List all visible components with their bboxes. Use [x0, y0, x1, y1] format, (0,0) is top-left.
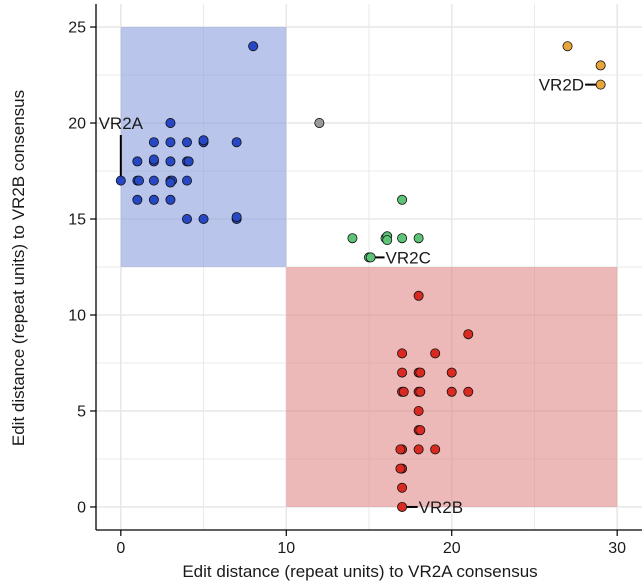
region-rectangles: [120, 27, 618, 507]
x-tick-label: 20: [443, 540, 461, 557]
x-tick-label: 10: [277, 540, 295, 557]
data-point: [413, 405, 424, 416]
data-point: [413, 290, 424, 301]
data-point: [165, 194, 176, 205]
annotation-label: VR2B: [419, 498, 463, 517]
data-point: [134, 175, 145, 186]
data-point: [181, 214, 192, 225]
data-point: [165, 177, 176, 188]
data-point: [413, 233, 424, 244]
annotation-label: VR2A: [99, 114, 144, 133]
data-point: [397, 194, 408, 205]
data-point: [148, 154, 159, 165]
axes: 0 10 20 30 0 5 10 15 20 25: [68, 4, 642, 557]
data-point: [248, 41, 259, 52]
data-point: [231, 137, 242, 148]
data-point: [397, 348, 408, 359]
x-tick-label: 30: [608, 540, 626, 557]
data-point: [365, 252, 376, 263]
data-point: [562, 41, 573, 52]
data-point: [463, 386, 474, 397]
data-point: [398, 386, 409, 397]
data-point: [183, 156, 194, 167]
x-axis-title: Edit distance (repeat units) to VR2A con…: [182, 562, 537, 581]
y-tick-label: 10: [68, 307, 86, 324]
data-point: [198, 214, 209, 225]
data-point: [347, 233, 358, 244]
data-point: [430, 444, 441, 455]
data-point: [595, 60, 606, 71]
data-point: [231, 212, 242, 223]
data-point: [132, 156, 143, 167]
data-point: [181, 175, 192, 186]
data-point: [415, 386, 426, 397]
data-point: [463, 329, 474, 340]
data-point: [446, 367, 457, 378]
data-point: [115, 175, 126, 186]
data-point: [395, 463, 406, 474]
data-point: [165, 156, 176, 167]
data-point: [397, 233, 408, 244]
data-point: [415, 367, 426, 378]
data-point: [132, 194, 143, 205]
data-point: [415, 425, 426, 436]
data-point: [430, 348, 441, 359]
data-point: [148, 194, 159, 205]
data-point: [382, 235, 393, 246]
data-point: [314, 118, 325, 129]
data-point: [413, 444, 424, 455]
annotation-label: VR2D: [539, 76, 584, 95]
y-axis-title: Edit distance (repeat units) to VR2B con…: [9, 90, 28, 446]
x-tick-label: 0: [116, 540, 125, 557]
data-point: [395, 444, 406, 455]
data-point: [148, 175, 159, 186]
annotation-labels: VR2A VR2B VR2C VR2D: [99, 76, 584, 517]
data-point: [595, 79, 606, 90]
y-tick-label: 25: [68, 20, 86, 37]
data-point: [165, 137, 176, 148]
data-point: [397, 501, 408, 512]
data-point: [397, 367, 408, 378]
data-point: [446, 386, 457, 397]
data-point: [165, 118, 176, 129]
y-tick-label: 15: [68, 212, 86, 229]
data-point: [148, 137, 159, 148]
data-point: [198, 135, 209, 146]
y-tick-label: 20: [68, 116, 86, 133]
y-tick-label: 5: [77, 403, 86, 420]
y-tick-label: 0: [77, 499, 86, 516]
annotation-label: VR2C: [386, 248, 431, 267]
data-points: [115, 41, 606, 512]
data-point: [181, 137, 192, 148]
data-point: [397, 482, 408, 493]
